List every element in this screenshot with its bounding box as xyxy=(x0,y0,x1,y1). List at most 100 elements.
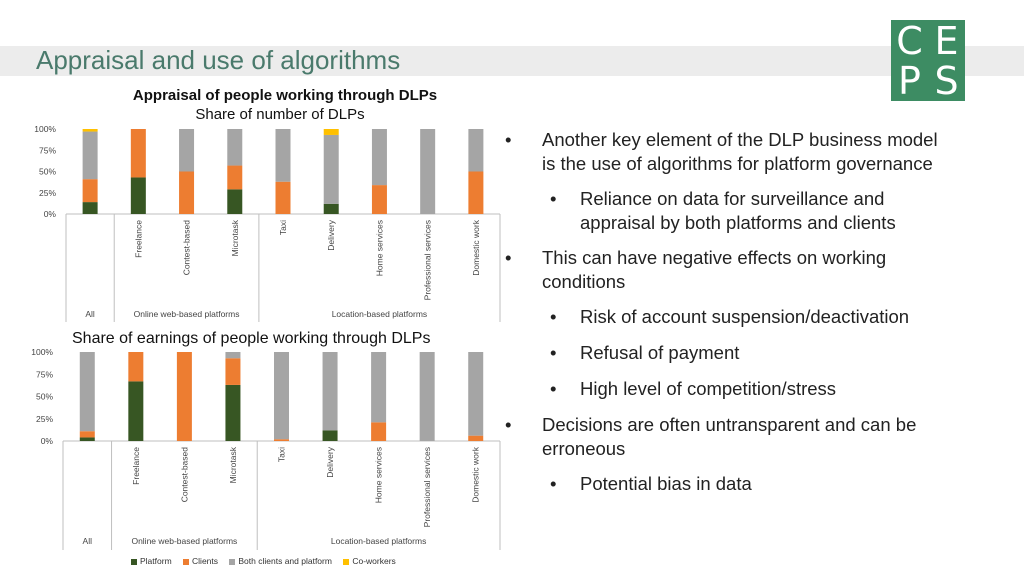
x-category-label: Taxi xyxy=(278,220,288,235)
legend-label-coworkers: Co-workers xyxy=(352,556,396,566)
bullet-text: erroneous xyxy=(542,438,626,459)
bar-segment xyxy=(130,177,146,214)
bar-segment xyxy=(468,352,484,436)
x-category-label: Professional services xyxy=(423,220,433,300)
legend-swatch-coworkers xyxy=(343,558,350,565)
bullet-text: Potential bias in data xyxy=(580,473,752,494)
bar-segment xyxy=(275,129,291,182)
x-category-label: Freelance xyxy=(133,220,143,258)
bar-segment xyxy=(130,129,146,178)
x-category-label: Delivery xyxy=(325,446,335,477)
bar-segment xyxy=(468,435,484,441)
legend-label-clients: Clients xyxy=(192,556,219,566)
bullet-dot: • xyxy=(505,414,512,435)
bar-segment xyxy=(82,179,98,203)
bar-segment xyxy=(227,165,243,190)
bar-segment xyxy=(371,422,387,441)
chart2-plot: 0% 25% 50% 75% 100% Freelance Contest-based Mic… xyxy=(31,347,501,550)
y-tick-label: 25% xyxy=(39,188,56,198)
bar-segment xyxy=(128,381,144,441)
y-tick-label: 50% xyxy=(36,392,53,402)
legend-label-both: Both clients and platform xyxy=(238,556,332,566)
bar-segment xyxy=(371,352,387,423)
bar-segment xyxy=(79,437,95,441)
x-category-label: Microtask xyxy=(228,446,238,483)
x-category-label: Delivery xyxy=(326,219,336,250)
slide-title: Appraisal and use of algorithms xyxy=(36,45,401,75)
x-group-label: All xyxy=(83,536,93,546)
x-group-label: All xyxy=(85,309,95,319)
bullet-text: conditions xyxy=(542,271,626,292)
bar-segment xyxy=(82,202,98,214)
bullet-text: Decisions are often untransparent and ca… xyxy=(542,414,917,435)
bar-segment xyxy=(322,352,338,431)
logo-letter-s: S xyxy=(934,59,959,103)
bullet-text: Reliance on data for surveillance and xyxy=(580,188,885,209)
legend-item-coworkers: Co-workers xyxy=(343,556,396,566)
bar-segment xyxy=(323,203,339,214)
bar-segment xyxy=(322,430,338,441)
bar-segment xyxy=(225,352,241,359)
bullet-text: is the use of algorithms for platform go… xyxy=(542,153,933,174)
bar-segment xyxy=(371,129,387,186)
bar-segment xyxy=(128,352,144,382)
y-tick-label: 75% xyxy=(39,145,56,155)
legend-swatch-platform xyxy=(131,558,137,565)
bullet-text: Refusal of payment xyxy=(580,342,740,363)
x-category-label: Professional services xyxy=(422,447,432,527)
bar-segment xyxy=(274,439,289,441)
chart1-title: Appraisal of people working through DLPs xyxy=(132,87,438,104)
bullet-dot: • xyxy=(550,378,557,399)
x-category-label: Contest-based xyxy=(179,447,189,503)
legend-item-clients: Clients xyxy=(183,556,218,566)
bar-segment xyxy=(179,129,195,172)
bar-segment xyxy=(323,134,339,204)
bar-segment xyxy=(82,131,98,180)
bullet-text: appraisal by both platforms and clients xyxy=(580,212,896,233)
bar-segment xyxy=(79,352,95,432)
bullet-text: This can have negative effects on workin… xyxy=(542,247,887,268)
bullet-dot: • xyxy=(550,306,557,327)
x-category-label: Microtask xyxy=(230,219,240,256)
bullet-dot: • xyxy=(550,342,557,363)
bullet-dot: • xyxy=(505,247,512,268)
bar-segment xyxy=(468,129,484,172)
bar-segment xyxy=(419,352,435,441)
y-tick-label: 0% xyxy=(44,209,57,219)
chart1-subtitle: Share of number of DLPs xyxy=(195,106,365,123)
bullet-text: Risk of account suspension/deactivation xyxy=(580,306,910,327)
bullet-dot: • xyxy=(550,188,557,209)
bullet-dot: • xyxy=(505,129,512,150)
bar-segment xyxy=(420,129,436,214)
x-category-label: Freelance xyxy=(131,447,141,485)
logo-letter-e: E xyxy=(934,19,959,63)
x-group-label: Location-based platforms xyxy=(332,309,427,319)
y-tick-label: 100% xyxy=(31,347,53,357)
y-tick-label: 25% xyxy=(36,414,53,424)
bullet-dot: • xyxy=(550,473,557,494)
bullet-text: High level of competition/stress xyxy=(580,378,837,399)
legend-swatch-clients xyxy=(183,558,190,565)
bar-segment xyxy=(371,185,387,214)
x-category-label: Taxi xyxy=(277,447,287,462)
logo-letter-c: C xyxy=(896,19,923,63)
bar-segment xyxy=(82,129,98,132)
ceps-logo: C E P S xyxy=(891,20,965,101)
y-tick-label: 50% xyxy=(39,167,56,177)
x-category-label: Domestic work xyxy=(471,219,481,275)
x-category-label: Contest-based xyxy=(182,220,192,276)
bullet-text: Another key element of the DLP business … xyxy=(542,129,938,150)
title-band xyxy=(0,46,1024,76)
chart1-plot: 0% 25% 50% 75% 100% Freelance Contest-based Mic… xyxy=(34,124,501,322)
legend-item-both: Both clients and platform xyxy=(229,556,332,566)
x-group-label: Online web-based platforms xyxy=(134,309,240,319)
bar-segment xyxy=(79,431,95,438)
y-tick-label: 75% xyxy=(36,369,53,379)
y-tick-label: 100% xyxy=(34,124,56,134)
bar-segment xyxy=(176,352,192,441)
x-category-label: Home services xyxy=(374,447,384,503)
x-category-label: Home services xyxy=(374,220,384,276)
chart-legend: Platform Clients Both clients and platfo… xyxy=(131,556,405,566)
logo-letter-p: P xyxy=(898,59,921,103)
bar-segment xyxy=(323,129,339,135)
